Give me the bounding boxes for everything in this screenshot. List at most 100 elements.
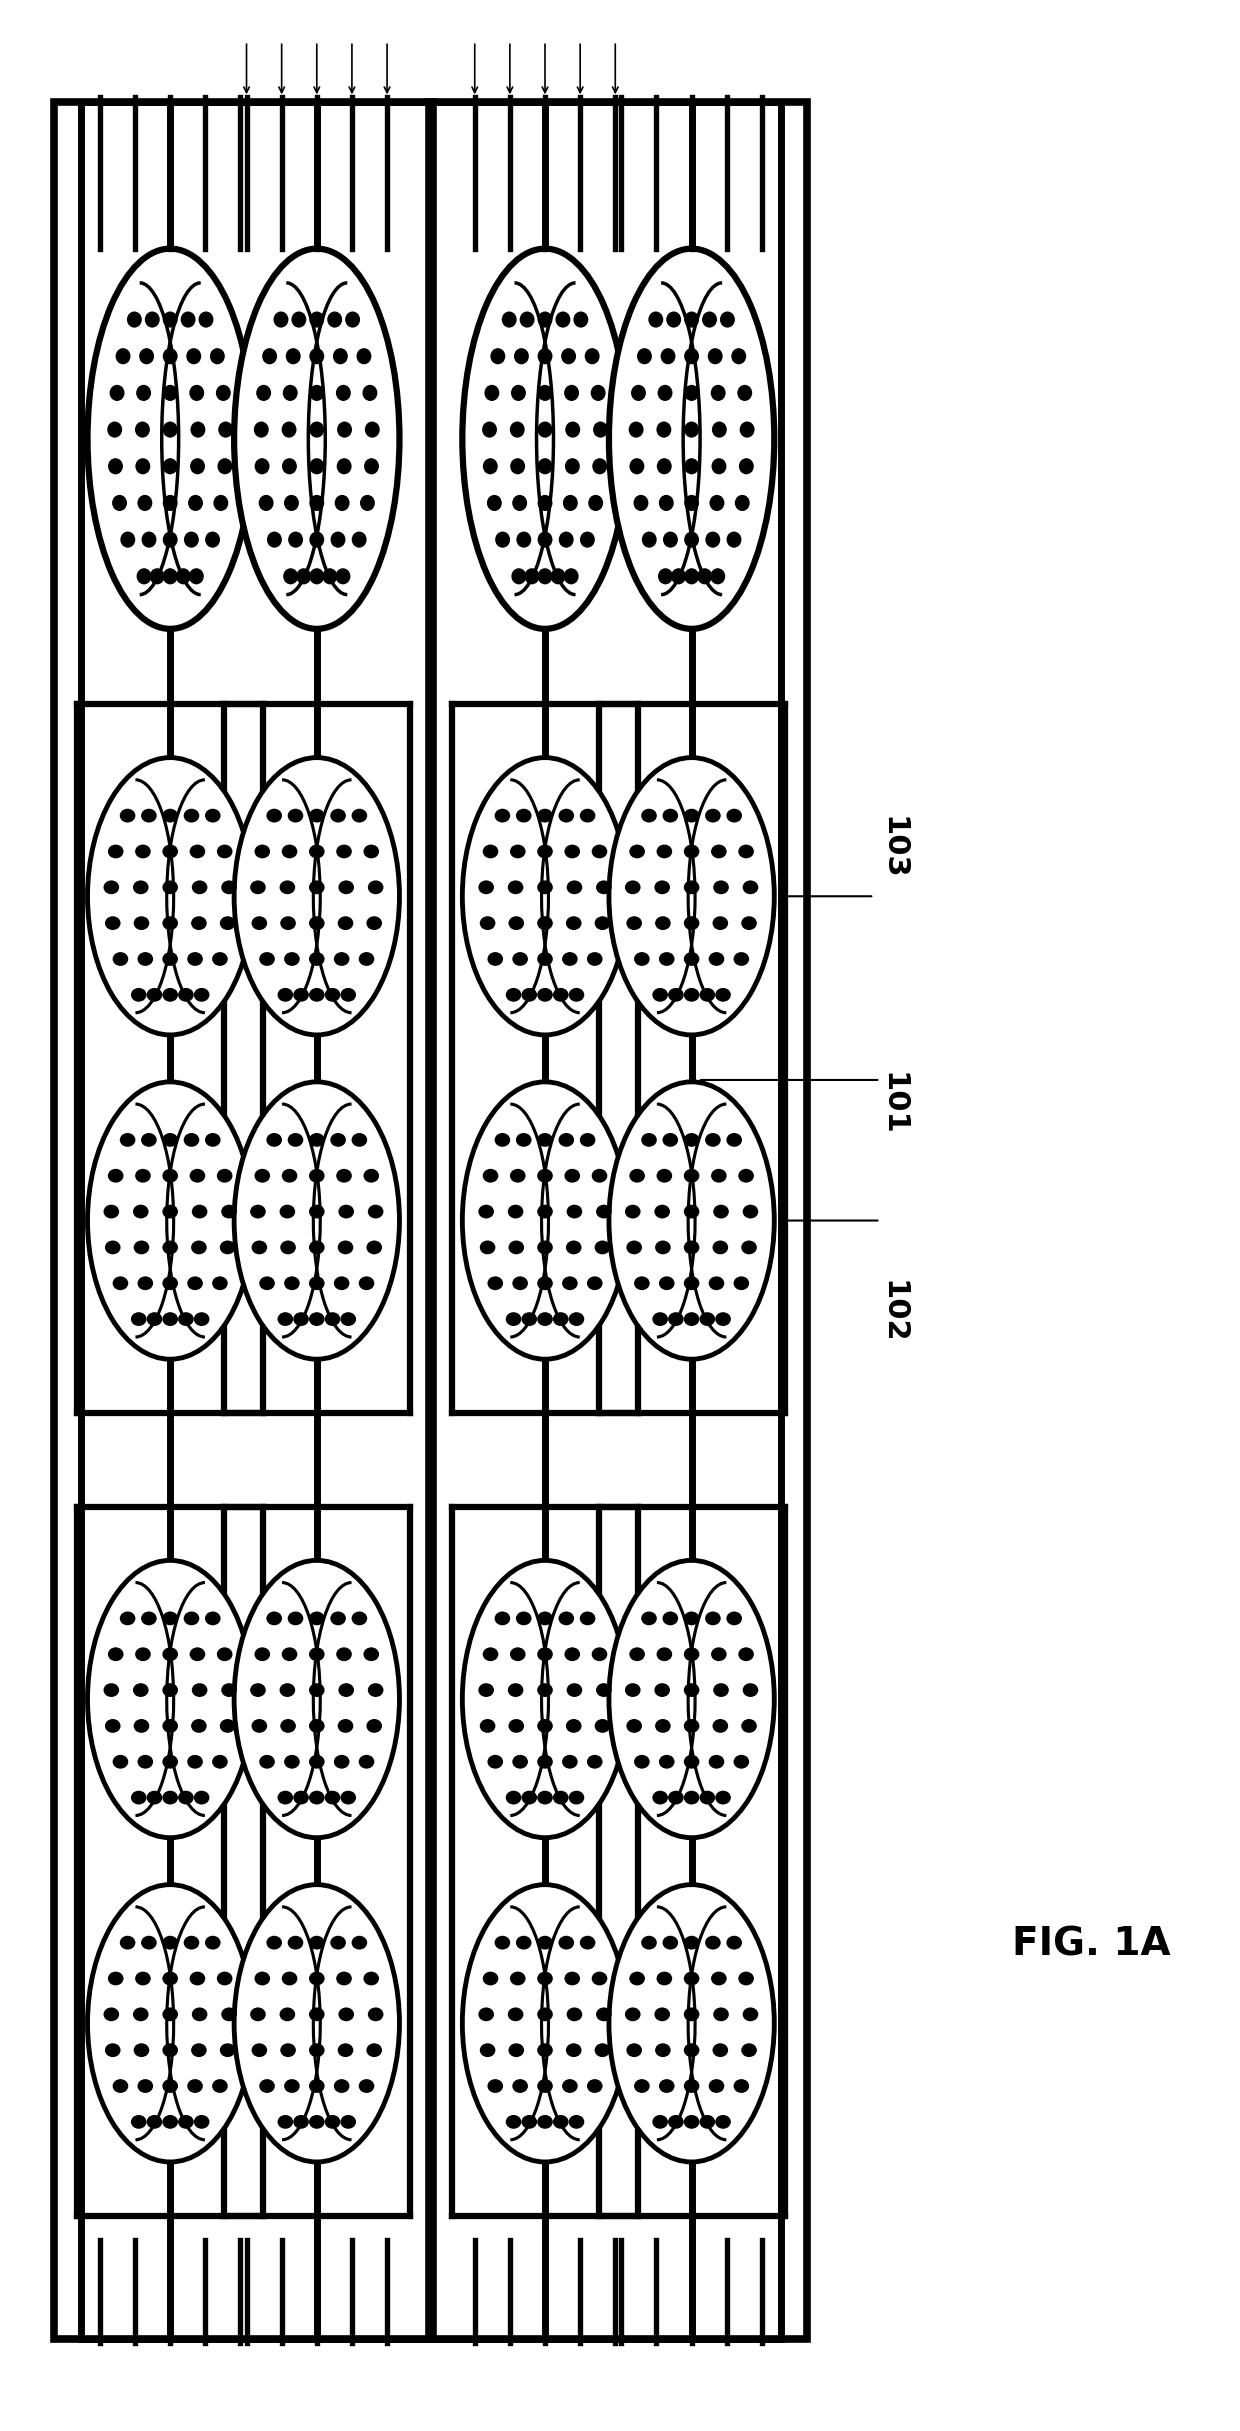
Ellipse shape: [162, 1276, 179, 1291]
Ellipse shape: [205, 1935, 221, 1950]
Ellipse shape: [656, 844, 672, 858]
Ellipse shape: [330, 1935, 346, 1950]
Ellipse shape: [362, 384, 377, 401]
Ellipse shape: [352, 532, 367, 547]
Ellipse shape: [537, 1313, 553, 1325]
Ellipse shape: [193, 1792, 210, 1804]
Ellipse shape: [580, 1935, 595, 1950]
Ellipse shape: [697, 569, 712, 583]
Ellipse shape: [739, 421, 755, 438]
Ellipse shape: [162, 1935, 179, 1950]
Ellipse shape: [120, 810, 135, 822]
Ellipse shape: [309, 1612, 325, 1626]
Ellipse shape: [366, 1240, 382, 1254]
Ellipse shape: [573, 311, 588, 328]
Ellipse shape: [567, 1682, 583, 1697]
Ellipse shape: [193, 987, 210, 1002]
Ellipse shape: [337, 1719, 353, 1733]
Ellipse shape: [190, 1169, 206, 1181]
Ellipse shape: [537, 2008, 553, 2020]
Text: FIG. 1A: FIG. 1A: [1012, 1925, 1171, 1964]
Ellipse shape: [516, 1612, 532, 1626]
Ellipse shape: [281, 457, 296, 474]
Ellipse shape: [162, 311, 177, 328]
Ellipse shape: [284, 1755, 300, 1770]
Ellipse shape: [742, 1240, 756, 1254]
Ellipse shape: [352, 810, 367, 822]
Ellipse shape: [738, 384, 753, 401]
Ellipse shape: [683, 953, 699, 965]
Ellipse shape: [662, 1612, 678, 1626]
Ellipse shape: [187, 1755, 203, 1770]
Ellipse shape: [146, 1313, 162, 1325]
Ellipse shape: [288, 1133, 304, 1147]
Ellipse shape: [363, 844, 379, 858]
Ellipse shape: [537, 1648, 553, 1660]
Ellipse shape: [485, 384, 500, 401]
Ellipse shape: [662, 1133, 678, 1147]
Ellipse shape: [279, 1206, 295, 1218]
Ellipse shape: [538, 496, 553, 511]
Ellipse shape: [187, 1276, 203, 1291]
Ellipse shape: [738, 844, 754, 858]
Ellipse shape: [609, 758, 774, 1036]
Ellipse shape: [108, 1972, 124, 1986]
Ellipse shape: [537, 1612, 553, 1626]
Ellipse shape: [699, 2115, 715, 2130]
Ellipse shape: [126, 311, 141, 328]
Ellipse shape: [105, 1240, 120, 1254]
Ellipse shape: [103, 1206, 119, 1218]
Ellipse shape: [150, 569, 165, 583]
Ellipse shape: [562, 1276, 578, 1291]
Ellipse shape: [212, 2079, 228, 2093]
Ellipse shape: [309, 2115, 325, 2130]
Ellipse shape: [683, 987, 699, 1002]
Ellipse shape: [538, 348, 553, 365]
Ellipse shape: [559, 532, 574, 547]
Ellipse shape: [309, 1755, 325, 1770]
Ellipse shape: [713, 2044, 728, 2057]
Ellipse shape: [136, 384, 151, 401]
Ellipse shape: [609, 1884, 774, 2161]
Ellipse shape: [109, 384, 124, 401]
Ellipse shape: [336, 569, 351, 583]
Ellipse shape: [135, 421, 150, 438]
Ellipse shape: [365, 457, 379, 474]
Ellipse shape: [655, 916, 671, 931]
Ellipse shape: [567, 2008, 583, 2020]
Ellipse shape: [190, 844, 206, 858]
Ellipse shape: [657, 384, 672, 401]
Ellipse shape: [352, 1935, 367, 1950]
Ellipse shape: [684, 384, 699, 401]
Ellipse shape: [711, 1169, 727, 1181]
Ellipse shape: [683, 1719, 699, 1733]
Ellipse shape: [727, 1133, 742, 1147]
Ellipse shape: [192, 880, 207, 895]
Ellipse shape: [113, 1276, 128, 1291]
Ellipse shape: [743, 2008, 759, 2020]
Ellipse shape: [135, 1972, 151, 1986]
Ellipse shape: [658, 496, 673, 511]
Ellipse shape: [507, 880, 523, 895]
Ellipse shape: [567, 880, 583, 895]
Ellipse shape: [683, 2079, 699, 2093]
Ellipse shape: [330, 810, 346, 822]
Ellipse shape: [254, 1972, 270, 1986]
Ellipse shape: [513, 348, 529, 365]
Ellipse shape: [585, 348, 600, 365]
Ellipse shape: [267, 1133, 281, 1147]
Ellipse shape: [216, 384, 231, 401]
Ellipse shape: [683, 810, 699, 822]
Ellipse shape: [217, 457, 232, 474]
Ellipse shape: [259, 2079, 275, 2093]
Ellipse shape: [133, 1206, 149, 1218]
Ellipse shape: [631, 384, 646, 401]
Ellipse shape: [337, 1240, 353, 1254]
Ellipse shape: [565, 457, 580, 474]
Ellipse shape: [234, 1082, 399, 1359]
Ellipse shape: [135, 1648, 151, 1660]
Ellipse shape: [218, 421, 233, 438]
Ellipse shape: [131, 987, 146, 1002]
Ellipse shape: [309, 1313, 325, 1325]
Ellipse shape: [634, 1755, 650, 1770]
